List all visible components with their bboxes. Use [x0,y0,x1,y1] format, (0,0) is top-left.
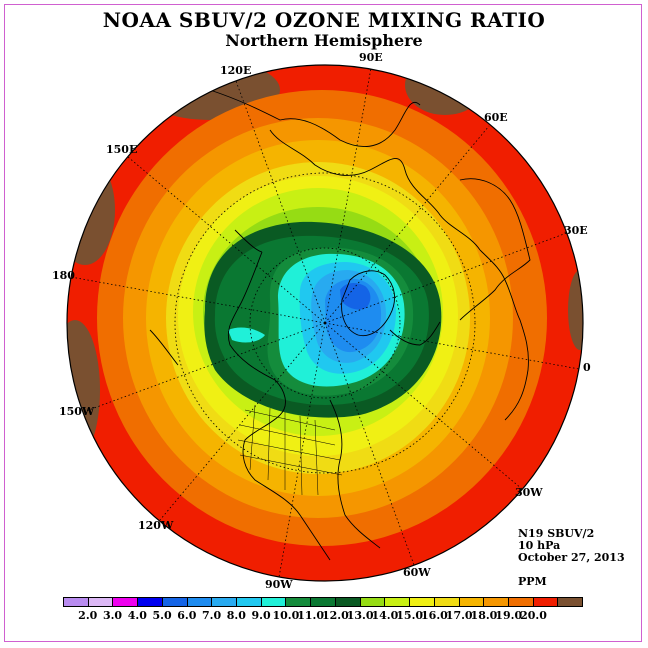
meridian-30W [324,322,523,490]
colorbar-swatch [385,598,411,606]
lon-label-0: 0 [583,361,591,374]
colorbar-tick-label: 8.0 [226,609,246,622]
colorbar-swatch [237,598,262,606]
meridian-150W [85,322,326,412]
coastline-siberia [269,129,481,251]
colorbar-swatch [508,598,534,606]
coastline-asia-north [209,89,421,147]
meridian-0 [324,322,580,370]
lon-label-90W: 90W [265,578,293,591]
meridian-180 [70,276,326,324]
meridian-60W [324,322,415,566]
colorbar-tick-label: 13.0 [346,609,374,622]
coastline-greenland [341,270,396,337]
colorbar-tick-label: 12.0 [321,609,349,622]
coastline-north-america-east [329,399,381,549]
colorbar-swatch [88,598,114,606]
contour-patch-20-right [568,270,583,350]
meridian-150E [127,156,326,324]
date-label: October 27, 2013 [518,551,625,564]
colorbar-tick-label: 15.0 [396,609,424,622]
colorbar-tick-label: 20.0 [520,609,547,622]
lon-label-60W: 60W [403,566,431,579]
lon-label-30E: 30E [564,224,588,237]
colorbar [63,597,583,607]
instrument-label: N19 SBUV/2 [518,527,595,540]
meridian-120E [235,80,326,324]
contour-patch-20-topright [405,65,485,115]
meridian-90W [278,322,326,578]
contour-band-6 [340,282,371,310]
colorbar-swatch [162,598,188,606]
contour-patch-10-left [228,327,265,343]
latitude-circle-inner [249,247,401,399]
coastline-chukotka [234,229,263,253]
colorbar-tick-label: 7.0 [201,609,222,622]
meridian-120W [159,322,326,521]
colorbar-swatch [64,598,89,606]
colorbar-tick-label: 6.0 [177,609,197,622]
coastline-iceland-region [389,321,441,346]
colorbar-swatch [138,598,163,606]
lon-label-120W: 120W [138,519,174,532]
colorbar-tick-label: 14.0 [371,609,399,622]
colorbar-swatch [459,598,485,606]
chart-subtitle: Northern Hemisphere [225,31,423,50]
lon-label-30W: 30W [515,486,543,499]
colorbar-swatch [286,598,312,606]
colorbar-tick-label: 10.0 [272,609,300,622]
colorbar-tick-label: 3.0 [102,609,123,622]
colorbar-tick-label: 16.0 [421,609,448,622]
colorbar-swatch [434,598,460,606]
colorbar-swatch [261,598,287,606]
colorbar-swatch [533,598,559,606]
lon-label-90E: 90E [359,51,383,64]
graticule [70,67,580,578]
colorbar-swatch [558,598,583,606]
colorbar-swatch [311,598,336,606]
coastlines [149,89,531,561]
colorbar-tick-label: 9.0 [251,609,271,622]
lon-label-150W: 150W [59,405,95,418]
colorbar-tick-label: 2.0 [78,609,98,622]
lon-label-60E: 60E [484,111,508,124]
colorbar-swatch [484,598,509,606]
lon-label-180: 180 [52,269,75,282]
pressure-level-label: 10 hPa [518,539,561,552]
colorbar-swatch [410,598,435,606]
map-boundary [66,64,584,582]
coastline-europe [459,178,531,321]
colorbar-tick-label: 5.0 [152,609,172,622]
ozone-contour-field [67,65,583,581]
coastline-africa-north [479,249,529,421]
coastline-alaska [227,251,286,416]
colorbar-swatch [113,598,139,606]
meridian-30E [324,233,565,324]
colorbar-swatch [212,598,238,606]
colorbar-tick-label: 4.0 [127,609,147,622]
colorbar-tick-label: 17.0 [445,609,473,622]
lon-label-150E: 150E [106,143,138,156]
contour-patch-20-lowerleft [67,320,100,460]
figure-frame [4,4,642,642]
colorbar-swatch [335,598,361,606]
contour-patch-20-left [67,155,115,265]
latitude-circle [174,172,476,474]
colorbar-tick-label: 19.0 [495,609,523,622]
coastline-aleutians [149,329,179,366]
colorbar-tick-label: 18.0 [470,609,498,622]
colorbar-swatch [187,598,213,606]
chart-title: NOAA SBUV/2 OZONE MIXING RATIO [102,8,546,32]
us-grid [237,404,343,496]
colorbar-swatch [360,598,386,606]
meridian-60E [324,125,490,324]
units-label: PPM [518,575,547,588]
colorbar-tick-label: 11.0 [297,609,325,622]
coastline-north-america-west [242,414,331,561]
lon-label-120E: 120E [220,64,252,77]
